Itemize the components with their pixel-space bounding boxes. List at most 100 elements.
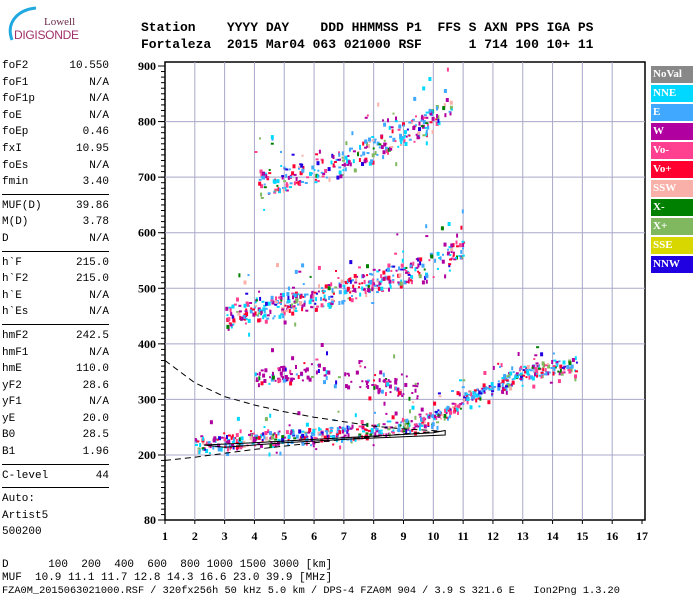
- echo-point: [327, 370, 331, 375]
- echo-point: [501, 382, 504, 387]
- echo-point: [464, 392, 468, 397]
- param-row: foF1p N/A: [2, 91, 109, 108]
- echo-point: [477, 397, 481, 400]
- echo-point: [395, 162, 398, 167]
- echo-point: [341, 300, 345, 305]
- echo-point: [345, 282, 348, 285]
- echo-point: [274, 379, 277, 382]
- echo-point: [267, 301, 271, 306]
- param-value: 28.6: [82, 379, 109, 392]
- echo-point: [460, 256, 464, 259]
- legend-item-e: E: [651, 104, 693, 121]
- echo-point: [291, 153, 295, 156]
- echo-point: [421, 280, 425, 285]
- echo-point: [281, 438, 285, 443]
- echo-point: [316, 161, 320, 166]
- echo-point: [323, 290, 326, 293]
- echo-point: [338, 430, 342, 435]
- echo-point: [371, 384, 375, 386]
- param-value: 10.95: [75, 142, 109, 155]
- echo-point: [504, 387, 508, 391]
- echo-point: [326, 434, 329, 437]
- echo-point: [347, 385, 351, 390]
- echo-point: [385, 412, 388, 415]
- echo-point: [427, 422, 430, 427]
- echo-point: [273, 315, 276, 318]
- echo-point: [316, 305, 320, 308]
- echo-point: [244, 322, 247, 325]
- echo-point: [450, 243, 454, 248]
- echo-point: [393, 354, 396, 359]
- echo-point: [230, 311, 233, 316]
- echo-point: [395, 378, 398, 381]
- echo-point: [461, 209, 464, 214]
- echo-point: [330, 303, 334, 305]
- echo-point: [379, 429, 383, 432]
- echo-point: [299, 295, 302, 299]
- x-tick-label: 3: [222, 529, 228, 543]
- echo-point: [227, 439, 231, 444]
- echo-point: [359, 147, 362, 150]
- echo-point: [366, 114, 369, 117]
- echo-point: [543, 373, 547, 376]
- profile-curve-solid: [203, 429, 446, 448]
- echo-point: [435, 415, 438, 420]
- echo-point: [255, 437, 258, 440]
- echo-point: [448, 416, 451, 419]
- echo-point: [305, 422, 309, 427]
- echo-point: [414, 382, 417, 387]
- echo-point: [320, 171, 324, 174]
- echo-point: [280, 299, 283, 302]
- echo-point: [352, 279, 355, 282]
- echo-point: [349, 162, 352, 167]
- echo-point: [346, 286, 350, 291]
- echo-point: [292, 295, 294, 300]
- param-value: 0.46: [82, 126, 109, 139]
- echo-point: [295, 365, 297, 369]
- echo-point: [315, 153, 319, 156]
- echo-point: [328, 177, 331, 182]
- echo-point: [264, 319, 268, 324]
- echo-point: [255, 377, 258, 382]
- echo-point: [423, 114, 427, 117]
- param-name: foEp: [2, 126, 29, 139]
- echo-point: [519, 378, 523, 380]
- echo-point: [292, 434, 296, 437]
- param-row: foF2 10.550: [2, 58, 109, 75]
- echo-point: [351, 295, 353, 297]
- echo-point: [248, 433, 251, 436]
- echo-point: [432, 276, 435, 279]
- echo-point: [368, 161, 372, 166]
- echo-point: [290, 429, 293, 434]
- echo-point: [450, 247, 454, 252]
- echo-point: [343, 434, 347, 437]
- echo-point: [279, 301, 282, 304]
- echo-point: [399, 284, 403, 289]
- echo-point: [389, 391, 392, 394]
- y-tick-label: 800: [138, 115, 156, 129]
- echo-point: [266, 317, 270, 320]
- echo-point: [348, 147, 351, 152]
- echo-point: [336, 435, 339, 437]
- echo-point: [399, 389, 403, 392]
- echo-point: [510, 383, 513, 386]
- echo-point: [392, 112, 395, 115]
- echo-point: [350, 380, 353, 383]
- echo-point: [329, 426, 333, 429]
- echo-point: [508, 372, 510, 375]
- echo-point: [276, 305, 280, 308]
- echo-point: [394, 425, 397, 428]
- param-value: 20.0: [82, 412, 109, 425]
- echo-point: [522, 369, 525, 371]
- echo-point: [466, 400, 469, 405]
- param-row: foF1 N/A: [2, 75, 109, 92]
- echo-point: [387, 267, 390, 272]
- echo-point: [501, 389, 505, 394]
- param-name: yF2: [2, 379, 22, 392]
- echo-point: [339, 174, 343, 179]
- param-row: yF1 N/A: [2, 394, 109, 411]
- echo-point: [409, 430, 412, 434]
- echo-point: [391, 415, 395, 420]
- echo-point: [399, 137, 403, 142]
- echo-point: [263, 379, 267, 383]
